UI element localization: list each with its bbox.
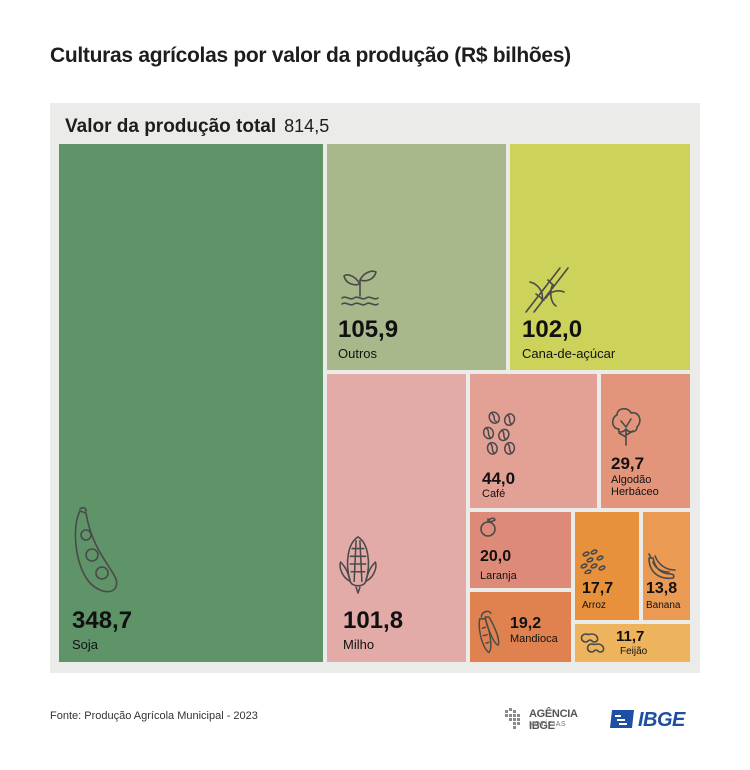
chart-title: Culturas agrícolas por valor da produção… — [50, 44, 571, 67]
tile-banana-label: Banana — [646, 600, 681, 611]
tile-milho-value: 101,8 — [343, 607, 404, 634]
agencia-ibge-logo: AGÊNCIA IBGE NOTÍCIAS — [503, 706, 599, 734]
corn-icon — [339, 536, 377, 594]
tile-algodao-label: Algodão Herbáceo — [611, 474, 659, 498]
sugarcane-icon — [525, 267, 569, 313]
ibge-wordmark: IBGE — [638, 709, 685, 731]
tile-feijao-value: 11,7 — [616, 628, 645, 645]
source-note: Fonte: Produção Agrícola Municipal - 202… — [50, 710, 258, 722]
tile-arroz-label: Arroz — [582, 600, 606, 611]
bean-icon — [580, 633, 605, 653]
rice-icon — [580, 549, 606, 574]
total-value: 814,5 — [284, 116, 330, 136]
tile-banana-value: 13,8 — [646, 580, 678, 597]
tile-cana-de-acucar-label: Cana-de-açúcar — [522, 346, 616, 361]
tile-algodao-value: 29,7 — [611, 454, 645, 473]
tile-cafe — [470, 374, 597, 508]
agencia-ibge-mark-icon — [505, 708, 520, 729]
tile-soja-label: Soja — [72, 637, 99, 652]
tile-laranja-value: 20,0 — [480, 548, 512, 565]
tile-laranja-label: Laranja — [480, 570, 517, 582]
agencia-title: AGÊNCIA IBGE — [529, 708, 578, 732]
tile-mandioca-value: 19,2 — [510, 615, 542, 632]
tile-feijao-label: Feijão — [620, 646, 648, 657]
tile-feijao — [575, 624, 690, 662]
ibge-logo: IBGE — [608, 708, 700, 732]
tile-soja-value: 348,7 — [72, 607, 133, 634]
tile-cana-de-acucar — [510, 144, 690, 370]
tile-milho — [327, 374, 466, 662]
cassava-icon — [478, 610, 500, 654]
tile-algodao — [601, 374, 690, 508]
tile-milho-label: Milho — [343, 637, 375, 652]
tile-outros-label: Outros — [338, 346, 378, 361]
tile-outros — [327, 144, 506, 370]
tile-soja — [59, 144, 323, 662]
banana-icon — [648, 553, 676, 580]
soybean-pod-icon — [74, 506, 118, 593]
tile-cafe-label: Café — [482, 488, 506, 500]
cotton-icon — [611, 407, 641, 446]
tile-laranja — [470, 512, 571, 588]
tile-mandioca-label: Mandioca — [510, 633, 558, 645]
sprout-icon — [341, 270, 379, 306]
tile-cafe-value: 44,0 — [482, 469, 516, 488]
tile-cana-de-acucar-value: 102,0 — [522, 316, 583, 343]
total-value-header: Valor da produção total 814,5 — [65, 116, 329, 138]
tile-arroz-value: 17,7 — [582, 580, 614, 597]
orange-icon — [480, 517, 496, 537]
agencia-subtitle: NOTÍCIAS — [529, 721, 567, 728]
coffee-beans-icon — [482, 411, 516, 455]
tile-outros-value: 105,9 — [338, 316, 399, 343]
ibge-mark-icon — [610, 710, 634, 728]
total-label: Valor da produção total — [65, 116, 277, 137]
